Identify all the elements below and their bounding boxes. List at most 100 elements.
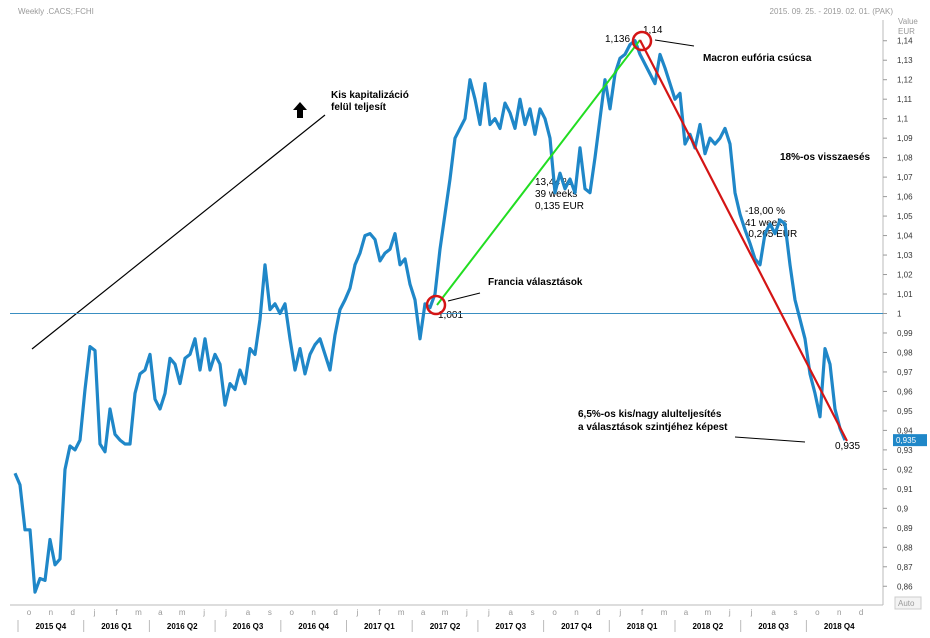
month-label: m	[398, 608, 405, 617]
month-label: a	[246, 608, 251, 617]
annotation: 1,001	[438, 310, 463, 321]
x-tick-label: 2017 Q4	[561, 622, 592, 631]
y-tick-label: 1,1	[897, 115, 909, 124]
y-tick-label: 0,88	[897, 543, 913, 552]
y-tick-label: 0,94	[897, 426, 913, 435]
month-label: f	[641, 608, 644, 617]
last-value-box	[893, 434, 927, 447]
annotation: 6,5%-os kis/nagy alulteljesítés	[578, 409, 722, 420]
rise-line	[436, 39, 641, 306]
y-axis-label: EUR	[898, 27, 915, 36]
y-tick-label: 1	[897, 310, 902, 319]
x-tick-label: 2016 Q1	[101, 622, 132, 631]
month-label: m	[442, 608, 449, 617]
x-tick-label: 2018 Q1	[627, 622, 658, 631]
y-tick-label: 1,08	[897, 154, 913, 163]
annotation-lines	[31, 39, 806, 443]
x-tick-label: 2018 Q2	[692, 622, 723, 631]
annotation: 0,935	[835, 441, 860, 452]
x-tick-label: 2018 Q4	[824, 622, 855, 631]
month-label: s	[268, 608, 272, 617]
month-label: a	[771, 608, 776, 617]
y-tick-label: 0,86	[897, 582, 913, 591]
y-tick-label: 0,99	[897, 329, 913, 338]
month-label: a	[158, 608, 163, 617]
month-label: f	[378, 608, 381, 617]
annotation: Macron eufória csúcsa	[703, 53, 812, 64]
marker-circle	[631, 30, 653, 52]
month-label: n	[311, 608, 315, 617]
chart-title: Weekly .CACS;.FCHI	[18, 7, 94, 16]
y-tick-label: 1,06	[897, 193, 913, 202]
annotation: 18%-os visszaesés	[780, 152, 871, 163]
month-label: j	[356, 608, 359, 617]
month-label: m	[135, 608, 142, 617]
y-tick-label: 1,05	[897, 212, 913, 221]
y-tick-label: 1,12	[897, 76, 913, 85]
month-label: a	[684, 608, 689, 617]
month-label: j	[618, 608, 621, 617]
y-tick-label: 0,93	[897, 446, 913, 455]
y-tick-label: 1,09	[897, 134, 913, 143]
y-axis-label: Value	[898, 17, 918, 26]
y-tick-label: 1,11	[897, 95, 913, 104]
y-tick-label: 1,03	[897, 251, 913, 260]
fall-line	[639, 39, 848, 442]
y-tick-label: 0,96	[897, 387, 913, 396]
y-tick-label: 0,91	[897, 485, 913, 494]
x-tick-label: 2017 Q1	[364, 622, 395, 631]
month-label: o	[290, 608, 295, 617]
x-tick-label: 2016 Q3	[233, 622, 264, 631]
annotation: Kis kapitalizáció	[331, 90, 409, 101]
month-label: j	[93, 608, 96, 617]
pointer-line	[654, 39, 695, 47]
y-tick-label: 1,14	[897, 37, 913, 46]
y-tick-label: 0,89	[897, 524, 913, 533]
month-label: m	[179, 608, 186, 617]
y-tick-label: 0,9	[897, 504, 909, 513]
up-arrow	[293, 102, 307, 118]
price-line	[13, 39, 847, 594]
y-tick-label: 1,01	[897, 290, 913, 299]
month-label: j	[224, 608, 227, 617]
annotation: a választások szintjéhez képest	[578, 422, 728, 433]
y-tick-label: 1,13	[897, 56, 913, 65]
annotation: Francia választások	[488, 277, 583, 288]
x-tick-label: 2017 Q3	[495, 622, 526, 631]
month-label: s	[531, 608, 535, 617]
annotation: 39 weeks	[535, 189, 577, 200]
month-label: d	[333, 608, 337, 617]
month-label: n	[837, 608, 841, 617]
month-label: j	[202, 608, 205, 617]
auto-button[interactable]	[894, 596, 922, 610]
month-label: a	[421, 608, 426, 617]
month-label: m	[705, 608, 712, 617]
y-tick-label: 0,97	[897, 368, 913, 377]
y-tick-label: 0,87	[897, 563, 913, 572]
annotation: 0,135 EUR	[535, 201, 584, 212]
month-label: d	[71, 608, 75, 617]
month-label: f	[115, 608, 118, 617]
pointer-line	[447, 292, 481, 302]
last-value-label: 0,935	[896, 436, 917, 445]
date-range: 2015. 09. 25. - 2019. 02. 01. (PAK)	[770, 7, 894, 16]
x-tick-label: 2015 Q4	[35, 622, 66, 631]
month-label: d	[596, 608, 600, 617]
month-label: a	[509, 608, 514, 617]
y-tick-label: 1,07	[897, 173, 913, 182]
annotation: 1,14	[643, 25, 663, 36]
annotation: felül teljesít	[331, 102, 387, 113]
x-tick-label: 2016 Q2	[167, 622, 198, 631]
month-label: s	[793, 608, 797, 617]
month-label: d	[859, 608, 863, 617]
y-tick-label: 1,02	[897, 271, 913, 280]
annotation: -0,205 EUR	[745, 229, 797, 240]
auto-label[interactable]: Auto	[898, 599, 915, 608]
trend-line	[31, 114, 326, 350]
y-tick-label: 0,95	[897, 407, 913, 416]
month-label: m	[661, 608, 668, 617]
x-tick-label: 2016 Q4	[298, 622, 329, 631]
